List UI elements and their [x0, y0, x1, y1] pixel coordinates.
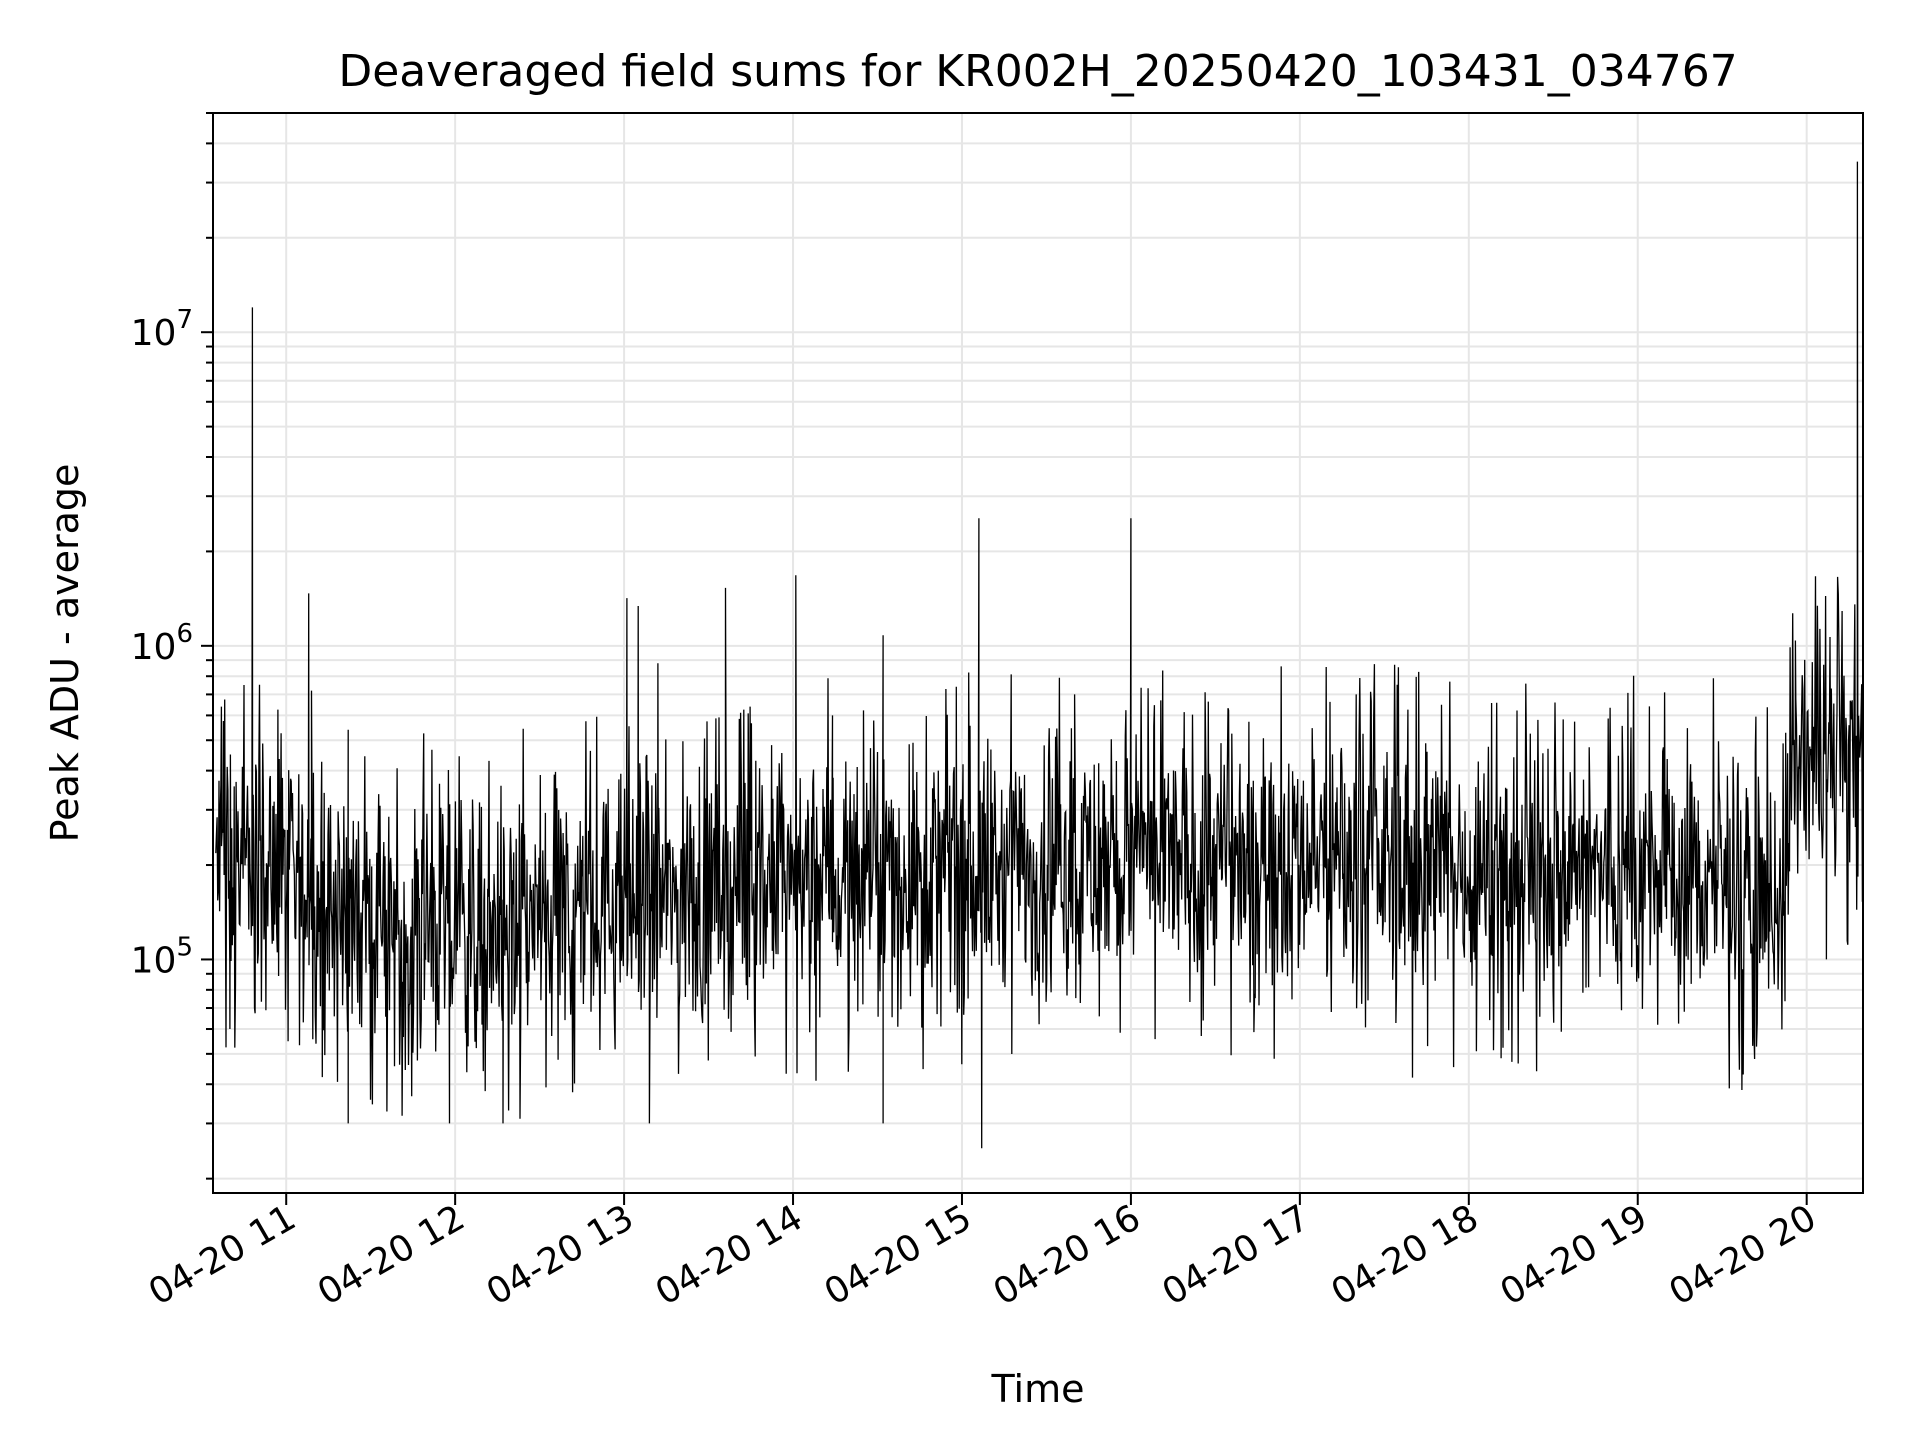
plot-frame	[212, 112, 1864, 1194]
y-tick-label: 106	[131, 619, 193, 668]
y-tick-label: 105	[131, 932, 193, 981]
data-series	[215, 161, 1864, 1149]
y-axis-label: Peak ADU - average	[43, 464, 87, 843]
x-axis-label: Time	[991, 1367, 1085, 1411]
y-axis: 105 106 107	[131, 112, 213, 1180]
chart-title: Deaveraged field sums for KR002H_2025042…	[338, 46, 1737, 97]
y-tick-label: 107	[131, 305, 193, 354]
series-line	[215, 161, 1864, 1149]
